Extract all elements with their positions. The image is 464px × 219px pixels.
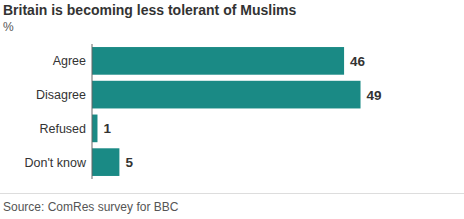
bars — [92, 47, 361, 176]
data-label: 1 — [103, 121, 111, 136]
labels: Agree 46 Disagree 49 Refused 1 Don't know 5 — [25, 54, 382, 170]
subtitle: % — [3, 20, 14, 34]
bar — [92, 148, 119, 176]
chart-container: Britain is becoming less tolerant of Mus… — [0, 0, 464, 219]
title: Britain is becoming less tolerant of Mus… — [3, 2, 296, 18]
separator — [0, 193, 464, 194]
bar — [92, 81, 361, 109]
category-label: Agree — [53, 54, 86, 68]
axis-line — [92, 44, 93, 179]
category-label: Don't know — [25, 156, 87, 170]
category-label: Refused — [39, 122, 86, 136]
bar — [92, 115, 97, 143]
bar — [92, 47, 344, 75]
chart-svg: Britain is becoming less tolerant of Mus… — [0, 0, 464, 219]
data-label: 46 — [350, 54, 366, 69]
data-label: 5 — [125, 155, 133, 170]
data-label: 49 — [367, 88, 382, 103]
category-label: Disagree — [36, 88, 86, 102]
source: Source: ComRes survey for BBC — [3, 200, 179, 214]
